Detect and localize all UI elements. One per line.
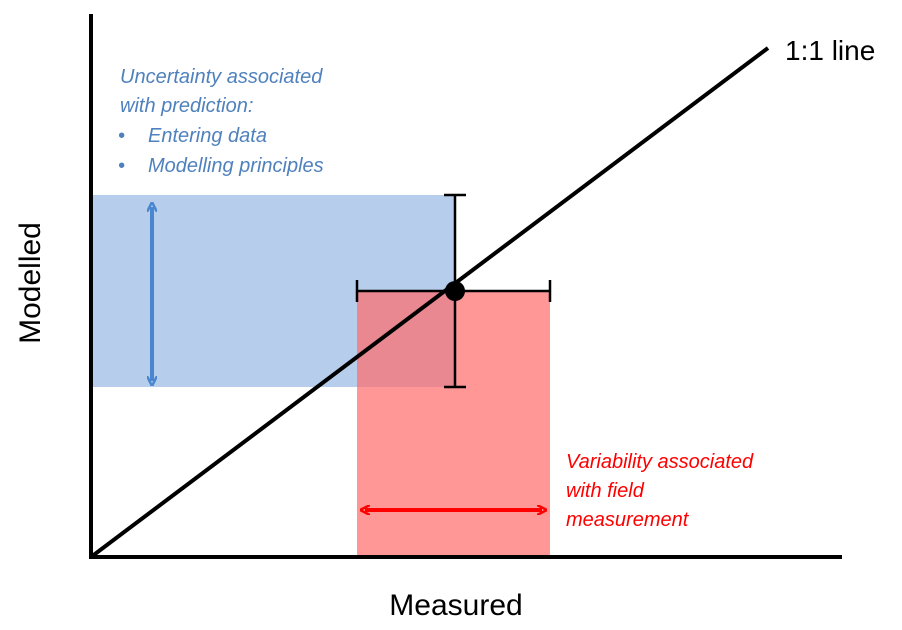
data-point — [445, 281, 465, 301]
field-variability-line-3: measurement — [566, 509, 690, 531]
y-axis-label: Modelled — [14, 222, 47, 344]
field-variability-line-2: with field — [566, 480, 645, 502]
prediction-uncertainty-text: Uncertainty associated with prediction: … — [118, 66, 324, 177]
bullet-2-text: Modelling principles — [148, 155, 324, 177]
bullet-2-symbol: • — [118, 155, 125, 177]
prediction-uncertainty-heading-1: Uncertainty associated — [120, 66, 323, 88]
field-variability-text: Variability associated with field measur… — [566, 451, 754, 531]
field-variability-line-1: Variability associated — [566, 451, 754, 473]
one-to-one-line-label: 1:1 line — [785, 35, 875, 66]
bullet-1-symbol: • — [118, 125, 125, 147]
field-variability-band — [357, 291, 550, 557]
prediction-uncertainty-heading-2: with prediction: — [120, 95, 253, 117]
one-to-one-line — [89, 46, 770, 559]
x-axis-label: Measured — [389, 589, 522, 622]
bullet-1-text: Entering data — [148, 125, 267, 147]
